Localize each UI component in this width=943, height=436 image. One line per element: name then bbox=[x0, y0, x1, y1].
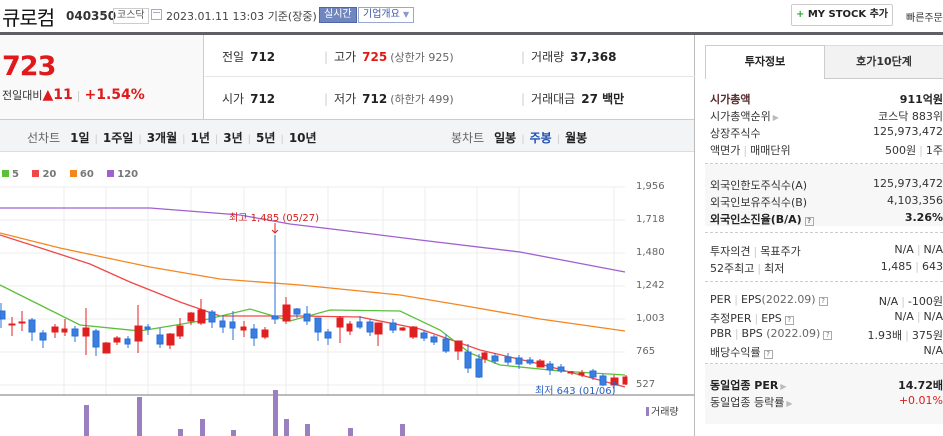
price-stats: 전일 712 | 고가 725 (상한가 925) | 거래량 37,368 시가 712 |… bbox=[205, 35, 695, 119]
company-overview-dropdown[interactable]: 기업개요 ▼ bbox=[358, 7, 415, 23]
caret-right-icon: ▶ bbox=[786, 399, 793, 408]
realtime-button[interactable]: 실시간 bbox=[319, 7, 357, 23]
low-price: | 저가 712 (하한가 499) bbox=[324, 92, 454, 106]
help-icon[interactable]: ? bbox=[818, 297, 828, 306]
caret-right-icon: ▶ bbox=[772, 113, 779, 122]
candle-chart-periods: 봉차트 일봉 | 주봉 | 월봉 bbox=[451, 131, 588, 145]
high-annotation: 최고 1,485 (05/27) bbox=[229, 213, 320, 224]
week52-row: 52주최고 | 최저 1,485 | 643 bbox=[710, 260, 943, 275]
opinion-target-row: 투자의견 | 목표주가 N/A | N/A bbox=[710, 243, 943, 258]
industry-change-row[interactable]: 동일업종 등락률 ▶ +0.01% bbox=[710, 394, 943, 409]
stock-chart[interactable]: 5 20 60 120 bbox=[0, 153, 694, 436]
par-unit-row: 액면가 | 매매단위 500원 | 1주 bbox=[710, 144, 943, 157]
listed-shares-row: 상장주식수 125,973,472 bbox=[710, 125, 943, 140]
period-1y[interactable]: 1년 bbox=[190, 131, 210, 145]
industry-per-row[interactable]: 동일업종 PER ▶ 14.72배 bbox=[710, 379, 943, 392]
tab-order-book[interactable]: 호가10단계 bbox=[825, 45, 943, 79]
price-change: 전일대비▲11 | +1.54% bbox=[2, 87, 145, 103]
tab-invest-info[interactable]: 투자정보 bbox=[705, 45, 825, 79]
current-price-box: 723 전일대비▲11 | +1.54% bbox=[0, 35, 204, 119]
quick-order-link[interactable]: 빠른주문 bbox=[906, 13, 943, 24]
candle-weekly[interactable]: 주봉 bbox=[529, 131, 552, 145]
industry-block bbox=[705, 364, 943, 424]
help-icon[interactable]: ? bbox=[763, 350, 773, 359]
help-icon[interactable]: ? bbox=[823, 331, 833, 340]
candle-monthly[interactable]: 월봉 bbox=[565, 131, 588, 145]
dividend-row: 배당수익률? N/A bbox=[710, 344, 943, 359]
line-chart-periods: 선차트 1일 | 1주일 | 3개월 | 1년 | 3년 | 5년 | 10년 bbox=[27, 131, 317, 145]
pbr-bps-row: PBR | BPS (2022.09)? 1.93배 | 375원 bbox=[710, 327, 943, 342]
help-icon[interactable]: ? bbox=[784, 316, 794, 325]
stock-code: 040350 bbox=[66, 9, 117, 23]
trade-amount: | 거래대금 27 백만 bbox=[521, 92, 625, 106]
period-1d[interactable]: 1일 bbox=[70, 131, 90, 145]
per-eps-row: PER | EPS(2022.09)? N/A | -100원 bbox=[710, 293, 943, 308]
add-my-stock-button[interactable]: + MY STOCK 추가 bbox=[791, 4, 893, 26]
stock-header: 큐로컴 040350 코스닥 2023.01.11 13:03 기준(장중) 실… bbox=[0, 0, 943, 32]
invest-info-panel: 투자정보 호가10단계 시가총액 911억원 시가총액순위 ▶ 코스닥 883위 상장… bbox=[705, 45, 943, 436]
low-annotation: 최저 643 (01/06) bbox=[535, 386, 616, 397]
volume-legend: 거래량 bbox=[646, 403, 679, 418]
period-3y[interactable]: 3년 bbox=[223, 131, 243, 145]
chart-period-bar: 선차트 1일 | 1주일 | 3개월 | 1년 | 3년 | 5년 | 10년 봉차트 일봉 | 주봉 | 월봉 bbox=[0, 119, 694, 152]
foreign-hold-row: 외국인보유주식수(B) 4,103,356 bbox=[710, 194, 943, 209]
period-1w[interactable]: 1주일 bbox=[102, 131, 134, 145]
candle-daily[interactable]: 일봉 bbox=[494, 131, 517, 145]
up-triangle-icon: ▲ bbox=[42, 87, 54, 103]
open-price: 시가 712 bbox=[222, 92, 276, 106]
foreign-limit-row: 외국인한도주식수(A) 125,973,472 bbox=[710, 177, 943, 192]
est-per-eps-row: 추정PER | EPS? N/A | N/A bbox=[710, 310, 943, 325]
info-tabs: 투자정보 호가10단계 bbox=[705, 45, 943, 79]
divider bbox=[0, 32, 943, 35]
market-cap-row: 시가총액 911억원 bbox=[710, 93, 943, 106]
period-10y[interactable]: 10년 bbox=[288, 131, 317, 145]
plus-icon: + bbox=[795, 9, 805, 20]
chart-legend: 5 20 60 120 bbox=[2, 169, 148, 180]
market-cap-rank-row[interactable]: 시가총액순위 ▶ 코스닥 883위 bbox=[710, 110, 943, 123]
prev-close: 전일 712 bbox=[222, 50, 276, 64]
foreign-block bbox=[705, 164, 943, 226]
company-name: 큐로컴 bbox=[2, 6, 55, 30]
period-5y[interactable]: 5년 bbox=[256, 131, 276, 145]
volume: | 거래량 37,368 bbox=[521, 50, 617, 64]
chevron-down-icon: ▼ bbox=[403, 10, 410, 19]
current-price: 723 bbox=[2, 51, 56, 82]
help-icon[interactable]: ? bbox=[804, 217, 814, 226]
calendar-icon bbox=[151, 9, 162, 20]
high-price: | 고가 725 (상한가 925) bbox=[324, 50, 454, 64]
candlestick-plot bbox=[0, 186, 694, 436]
change-percent: +1.54% bbox=[84, 87, 145, 103]
caret-right-icon: ▶ bbox=[780, 382, 787, 391]
quote-panel: 723 전일대비▲11 | +1.54% 전일 712 | 고가 725 (상한가 925)… bbox=[0, 35, 695, 436]
market-badge: 코스닥 bbox=[113, 8, 149, 24]
timestamp: 2023.01.11 13:03 기준(장중) bbox=[166, 10, 317, 23]
period-3m[interactable]: 3개월 bbox=[146, 131, 178, 145]
foreign-ratio-row: 외국인소진율(B/A)? 3.26% bbox=[710, 211, 943, 226]
